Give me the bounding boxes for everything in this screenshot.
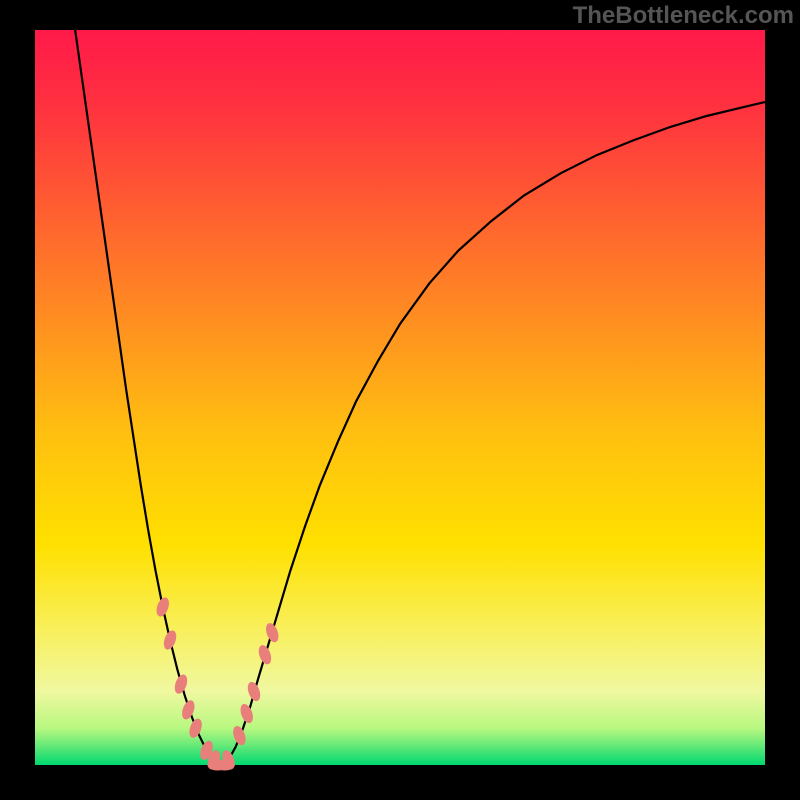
plot-background bbox=[35, 30, 765, 765]
curve-marker bbox=[215, 760, 235, 771]
bottleneck-chart bbox=[0, 0, 800, 800]
